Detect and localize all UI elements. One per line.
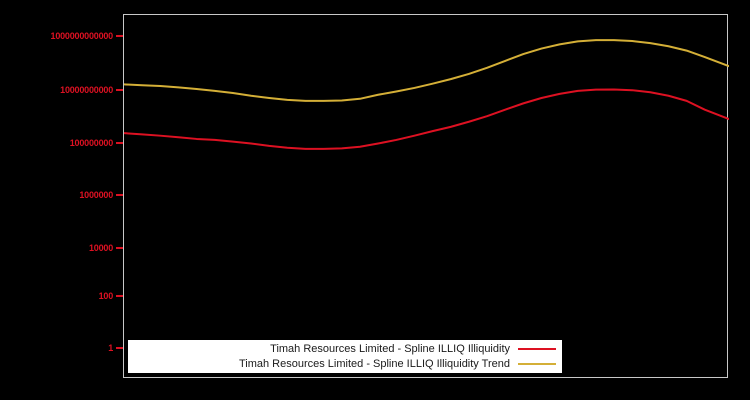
legend-color-swatch	[518, 348, 556, 350]
y-tick-mark	[116, 295, 123, 297]
y-tick-label: 100000000	[69, 138, 113, 148]
legend-label: Timah Resources Limited - Spline ILLIQ I…	[238, 358, 510, 370]
legend-color-swatch	[518, 363, 556, 365]
series-line-trend	[124, 39, 729, 102]
y-tick-label: 100	[98, 291, 114, 301]
y-tick-label: 1	[108, 343, 113, 353]
y-tick-label: 10000	[88, 243, 113, 253]
y-axis: 1000000000000 10000000000 100000000 1000…	[0, 0, 123, 400]
y-tick-mark	[116, 142, 123, 144]
legend-item[interactable]: Timah Resources Limited - Spline ILLIQ I…	[128, 357, 562, 372]
y-tick-mark	[116, 347, 123, 349]
legend-item[interactable]: Timah Resources Limited - Spline ILLIQ I…	[128, 342, 562, 357]
plot-area	[123, 14, 729, 378]
y-tick-mark	[116, 89, 123, 91]
y-tick-label: 1000000000000	[50, 31, 114, 41]
legend-label: Timah Resources Limited - Spline ILLIQ I…	[270, 343, 510, 355]
y-tick-mark	[116, 247, 123, 249]
series-line-illiquidity	[124, 88, 729, 150]
chart-legend: Timah Resources Limited - Spline ILLIQ I…	[128, 340, 562, 373]
y-tick-label: 10000000000	[60, 85, 113, 95]
plot-svg	[124, 39, 729, 150]
y-tick-label: 1000000	[79, 190, 113, 200]
y-tick-mark	[116, 194, 123, 196]
y-tick-mark	[116, 35, 123, 37]
